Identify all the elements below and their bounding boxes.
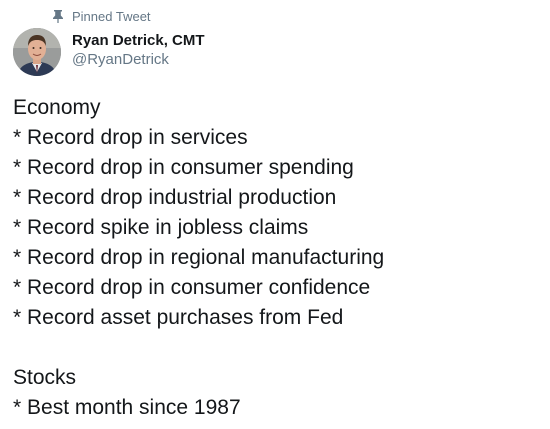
tweet-text: Economy * Record drop in services * Reco…: [13, 93, 543, 423]
list-item: * Best month since 1987: [13, 396, 241, 419]
author-info: Ryan Detrick, CMT @RyanDetrick: [72, 31, 205, 69]
list-item: * Record drop in regional manufacturing: [13, 246, 385, 269]
pinned-indicator: Pinned Tweet: [52, 7, 151, 25]
avatar[interactable]: [13, 28, 61, 76]
list-item: * Record drop in services: [13, 126, 248, 149]
list-item: * Record spike in jobless claims: [13, 216, 309, 239]
pin-icon: [52, 9, 64, 23]
list-item: * Record drop industrial production: [13, 186, 337, 209]
section-heading-stocks: Stocks: [13, 366, 77, 389]
section-heading-economy: Economy: [13, 96, 101, 119]
blank-line: [13, 333, 543, 363]
list-item: * Record drop in consumer spending: [13, 156, 354, 179]
author-handle[interactable]: @RyanDetrick: [72, 51, 169, 68]
list-item: * Record asset purchases from Fed: [13, 306, 344, 329]
pinned-label: Pinned Tweet: [72, 8, 151, 24]
author-name[interactable]: Ryan Detrick, CMT: [72, 32, 205, 49]
list-item: * Record drop in consumer confidence: [13, 276, 371, 299]
